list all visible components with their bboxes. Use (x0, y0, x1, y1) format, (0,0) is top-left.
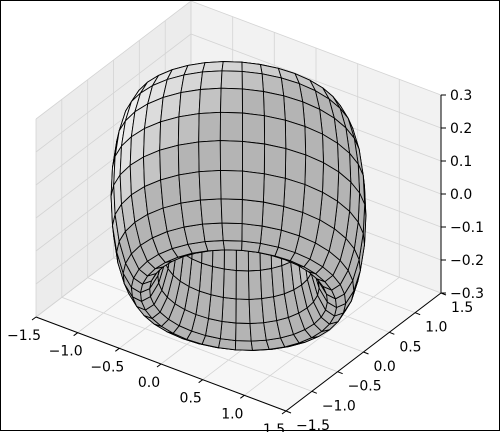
y-tick-label: 0.0 (374, 359, 396, 375)
surface-facet (234, 340, 253, 351)
x-tick (281, 410, 287, 415)
surface-facet (283, 177, 306, 213)
surface-facet (204, 240, 225, 252)
gridline-z (35, 33, 442, 153)
surface-facet (262, 173, 286, 207)
surface-facet (263, 143, 287, 179)
surface-facet (160, 174, 182, 209)
surface-facet (202, 222, 224, 243)
surface-facet (263, 115, 287, 150)
y-tick-label: −1.5 (296, 418, 330, 432)
surface-facet (248, 298, 265, 324)
x-tick (240, 394, 245, 399)
surface-facet (177, 113, 200, 146)
surface-facet (177, 141, 200, 176)
surface-facet (178, 89, 201, 118)
y-tick-label: −1.0 (322, 398, 356, 414)
surface-facet (198, 111, 221, 143)
z-tick-label: −0.1 (450, 220, 484, 236)
surface-facet (242, 112, 266, 145)
surface-facet (159, 144, 180, 181)
y-tick (285, 410, 292, 414)
x-tick (198, 379, 203, 384)
surface-facet (241, 70, 264, 92)
surface-facet (220, 169, 243, 200)
surface-facet (219, 320, 237, 342)
surface-facet (220, 87, 243, 114)
x-tick-label: −0.5 (90, 359, 124, 375)
x-tick-label: 1.0 (221, 406, 243, 422)
y-tick-label: 1.0 (425, 320, 447, 336)
surface-facet (241, 199, 264, 227)
x-tick-label: 0.5 (180, 391, 202, 407)
surface-facet (219, 140, 243, 172)
y-tick (363, 351, 369, 355)
surface-facet (210, 266, 225, 298)
torus-surface (110, 61, 367, 351)
x-tick-label: 1.5 (263, 422, 285, 432)
x-tick-label: 0.0 (138, 375, 160, 391)
axis-tick-labels: −1.5−1.0−0.50.00.51.01.5 −1.5−1.0−0.50.00… (7, 88, 484, 432)
x-tick (115, 347, 120, 352)
y-tick (337, 371, 343, 375)
z-tick-label: −0.2 (450, 253, 484, 269)
surface-facet (221, 61, 243, 72)
x-tick-label: −1.5 (7, 328, 41, 344)
surface-facet (198, 140, 221, 173)
surface-facet (241, 88, 265, 117)
surface-facet (222, 268, 237, 300)
y-tick-label: −0.5 (348, 379, 382, 395)
y-tick-label: 1.5 (451, 300, 473, 316)
surface-facet (180, 199, 203, 228)
surface-facet (241, 170, 265, 203)
axis-ticks (31, 94, 447, 415)
surface-facet (261, 201, 285, 231)
surface-facet (242, 140, 266, 175)
gridline-z (35, 1, 442, 120)
surface-facet (235, 322, 252, 342)
y-tick (311, 390, 318, 394)
surface-facet (198, 87, 222, 115)
surface-facet (248, 269, 263, 300)
z-tick-label: −0.3 (450, 286, 484, 302)
surface-facet (219, 111, 243, 142)
x-tick (156, 363, 162, 368)
surface-facet (199, 198, 223, 225)
z-tick-label: 0.2 (450, 121, 472, 137)
surface-facet (222, 240, 243, 251)
surface-facet (221, 296, 237, 324)
surface-facet (221, 222, 243, 242)
y-tick-label: 0.5 (399, 339, 421, 355)
surface-facet (220, 198, 243, 225)
x-tick (31, 316, 37, 321)
surface-facet (183, 223, 206, 245)
y-tick (389, 331, 395, 335)
surface-facet (241, 223, 263, 244)
surface-facet (198, 169, 222, 201)
x-tick (73, 332, 78, 337)
z-tick-label: 0.3 (450, 88, 472, 104)
y-tick (414, 312, 421, 316)
z-tick-label: 0.1 (450, 154, 472, 170)
surface-facet (199, 70, 223, 90)
surface-facet (235, 270, 250, 300)
surface-facet (235, 298, 251, 324)
surface-facet (159, 116, 180, 151)
x-tick-label: −1.0 (49, 344, 83, 360)
surface-facet (220, 70, 243, 90)
z-tick-label: 0.0 (450, 187, 472, 203)
surface-facet (202, 61, 224, 73)
surface-facet (178, 171, 201, 204)
